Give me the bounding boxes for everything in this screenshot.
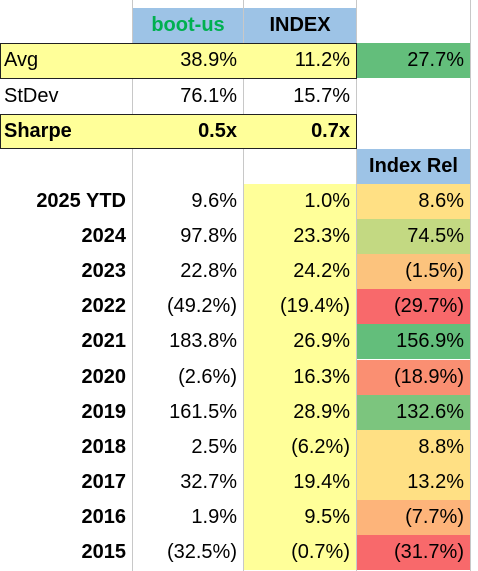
index-value: 16.3% [293, 366, 350, 388]
year-label: 2017 [81, 471, 127, 493]
boot-us-value: 2.5% [191, 436, 237, 458]
index-value: 28.9% [293, 401, 350, 423]
index-rel-value: 74.5% [357, 219, 470, 254]
sharpe-row-bg [0, 114, 356, 149]
index-rel-value: (31.7%) [357, 535, 470, 570]
grid-line [132, 0, 133, 571]
index-value: (6.2%) [291, 436, 350, 458]
boot-us-value: 183.8% [169, 330, 237, 352]
index-value: 1.0% [304, 190, 350, 212]
sharpe-index: 0.7x [311, 120, 350, 142]
boot-us-value: 1.9% [191, 506, 237, 528]
index-value: (0.7%) [291, 541, 350, 563]
grid-line [356, 0, 357, 571]
boot-us-value: 22.8% [180, 260, 237, 282]
avg-index: 11.2% [294, 49, 350, 71]
year-label: 2015 [81, 541, 127, 563]
year-label: 2024 [81, 225, 127, 247]
sharpe-row-border [0, 114, 357, 149]
boot-us-value: (32.5%) [166, 541, 237, 563]
index-rel-value: 8.8% [357, 430, 470, 465]
index-value: (19.4%) [279, 295, 350, 317]
index-rel-value: (7.7%) [357, 500, 470, 535]
index-column-band [244, 184, 356, 570]
year-label: 2019 [81, 401, 127, 423]
year-label: 2023 [81, 260, 127, 282]
index-value: 23.3% [293, 225, 350, 247]
header-index-rel: Index Rel [357, 149, 470, 184]
avg-index-rel: 27.7% [357, 43, 470, 78]
index-rel-value: 132.6% [357, 395, 470, 430]
year-label: 2025 YTD [36, 190, 126, 212]
grid-line [470, 0, 471, 571]
boot-us-value: (49.2%) [166, 295, 237, 317]
boot-us-value: 9.6% [191, 190, 237, 212]
index-value: 26.9% [293, 330, 350, 352]
stdev-label: StDev [4, 85, 59, 107]
grid-line [243, 0, 244, 571]
index-rel-value: (1.5%) [357, 254, 470, 289]
index-rel-value: (29.7%) [357, 289, 470, 324]
stdev-boot-us: 76.1% [180, 85, 237, 107]
avg-boot-us: 38.9% [180, 49, 237, 71]
sharpe-boot-us: 0.5x [198, 120, 237, 142]
index-rel-value: (18.9%) [357, 360, 470, 395]
boot-us-value: 32.7% [180, 471, 237, 493]
avg-row-bg [0, 43, 356, 78]
boot-us-value: (2.6%) [178, 366, 237, 388]
avg-label: Avg [4, 49, 39, 71]
index-value: 24.2% [293, 260, 350, 282]
year-label: 2018 [81, 436, 127, 458]
header-boot-us: boot-us [133, 8, 243, 43]
boot-us-value: 161.5% [169, 401, 237, 423]
stdev-index: 15.7% [293, 85, 350, 107]
index-value: 9.5% [304, 506, 350, 528]
boot-us-value: 97.8% [180, 225, 237, 247]
sharpe-label: Sharpe [4, 120, 72, 142]
index-value: 19.4% [293, 471, 350, 493]
avg-row-border [0, 43, 357, 79]
year-label: 2022 [81, 295, 127, 317]
year-label: 2021 [81, 330, 127, 352]
index-rel-value: 156.9% [357, 324, 470, 359]
index-rel-value: 8.6% [357, 184, 470, 219]
index-rel-value: 13.2% [357, 465, 470, 500]
header-index: INDEX [244, 8, 356, 43]
year-label: 2016 [81, 506, 127, 528]
year-label: 2020 [81, 366, 127, 388]
